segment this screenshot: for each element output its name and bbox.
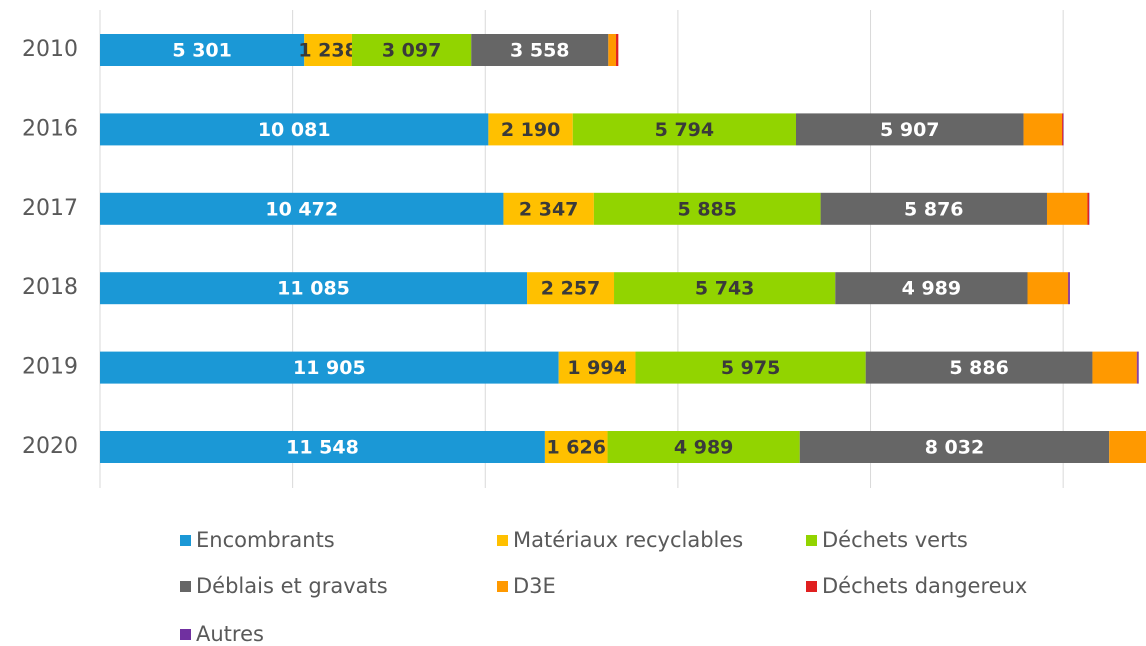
data-label: 2 190 bbox=[501, 119, 561, 141]
bar-segment bbox=[1062, 113, 1064, 146]
data-label: 1 238 bbox=[298, 40, 358, 62]
bar-segment bbox=[820, 192, 1047, 225]
bar-segment bbox=[1137, 351, 1139, 384]
data-label: 5 301 bbox=[172, 40, 232, 62]
bar-segment bbox=[100, 34, 305, 66]
bar-segment bbox=[100, 272, 528, 305]
data-label: 5 886 bbox=[949, 357, 1009, 379]
bar-segment bbox=[635, 351, 866, 384]
y-tick-label: 2018 bbox=[22, 275, 78, 300]
bar-segment bbox=[100, 113, 489, 146]
data-label: 4 989 bbox=[674, 437, 734, 459]
data-label: 1 626 bbox=[546, 437, 606, 459]
data-label: 1 994 bbox=[567, 357, 627, 379]
bar-segment bbox=[100, 431, 545, 463]
bar-segment bbox=[100, 351, 559, 384]
bar-segment bbox=[572, 113, 796, 146]
bar-segment bbox=[471, 34, 609, 66]
bar-segment bbox=[608, 34, 617, 66]
legend-swatch bbox=[806, 535, 817, 546]
data-label: 3 097 bbox=[382, 40, 442, 62]
data-label: 5 907 bbox=[880, 119, 940, 141]
data-label: 5 794 bbox=[655, 119, 715, 141]
legend-swatch bbox=[806, 581, 817, 592]
data-label: 10 472 bbox=[265, 198, 338, 220]
data-label: 5 975 bbox=[721, 357, 781, 379]
data-label: 3 558 bbox=[510, 40, 570, 62]
legend-swatch bbox=[497, 535, 508, 546]
bar-segment bbox=[616, 34, 619, 66]
data-label: 11 905 bbox=[293, 357, 366, 379]
bar-segment bbox=[607, 431, 800, 463]
legend-label: Déblais et gravats bbox=[196, 574, 388, 598]
legend-swatch bbox=[180, 629, 191, 640]
legend-label: Encombrants bbox=[196, 528, 335, 552]
bar-segment bbox=[558, 351, 636, 384]
bar-segment bbox=[865, 351, 1093, 384]
data-label: 2 347 bbox=[519, 198, 579, 220]
bar-segment bbox=[1092, 351, 1137, 384]
data-label: 2 257 bbox=[541, 278, 601, 300]
data-label: 5 876 bbox=[904, 198, 964, 220]
bar-segment bbox=[527, 272, 615, 305]
data-label: 4 989 bbox=[902, 278, 962, 300]
y-tick-label: 2010 bbox=[22, 37, 78, 62]
legend-swatch bbox=[497, 581, 508, 592]
data-label: 8 032 bbox=[925, 437, 985, 459]
data-label: 5 885 bbox=[677, 198, 737, 220]
data-label: 10 081 bbox=[258, 119, 331, 141]
legend-swatch bbox=[180, 581, 191, 592]
legend-label: Autres bbox=[196, 622, 264, 646]
legend-label: D3E bbox=[513, 574, 556, 598]
bar-segment bbox=[614, 272, 836, 305]
bar-segment bbox=[799, 431, 1110, 463]
y-tick-label: 2017 bbox=[22, 196, 78, 221]
y-tick-label: 2019 bbox=[22, 355, 78, 380]
bar-segment bbox=[544, 431, 608, 463]
legend-swatch bbox=[180, 535, 191, 546]
legend-label: Matériaux recyclables bbox=[513, 528, 743, 552]
bar-segment bbox=[593, 192, 821, 225]
bar-segment bbox=[835, 272, 1028, 305]
bar-segment bbox=[1068, 272, 1070, 305]
y-tick-label: 2020 bbox=[22, 434, 78, 459]
bar-segment bbox=[1023, 113, 1063, 146]
bar-segment bbox=[304, 34, 352, 66]
bar-segment bbox=[795, 113, 1024, 146]
y-tick-label: 2016 bbox=[22, 116, 78, 141]
bar-segment bbox=[1087, 192, 1089, 225]
bar-segment bbox=[100, 192, 504, 225]
data-label: 11 085 bbox=[277, 278, 350, 300]
bar-segment bbox=[351, 34, 472, 66]
bar-segment bbox=[1027, 272, 1068, 305]
bar-segment bbox=[1109, 431, 1146, 463]
bar-segment bbox=[503, 192, 594, 225]
legend-label: Déchets dangereux bbox=[822, 574, 1027, 598]
data-label: 5 743 bbox=[695, 278, 755, 300]
bar-segment bbox=[1046, 192, 1088, 225]
bar-segment bbox=[488, 113, 573, 146]
data-label: 11 548 bbox=[286, 437, 359, 459]
legend-label: Déchets verts bbox=[822, 528, 968, 552]
